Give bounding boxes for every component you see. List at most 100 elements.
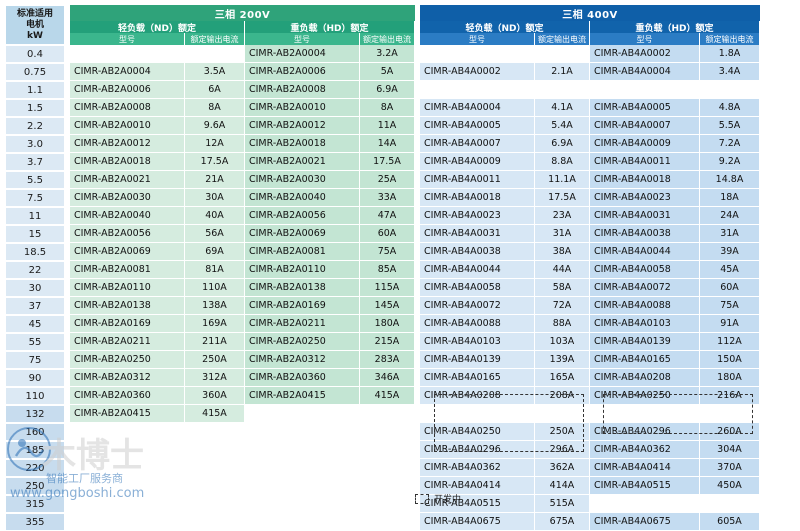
table-cell: CIMR-AB4A0296 xyxy=(420,441,535,459)
table-cell: 38A xyxy=(535,243,590,261)
voltage-group-g200: 三相 200V 轻负载（ND）额定 重负载（HD）额定 型号 额定输出电流 型号 额定输出电… xyxy=(70,5,415,531)
table-cell: 88A xyxy=(535,315,590,333)
table-cell: CIMR-AB2A0021 xyxy=(245,153,360,171)
kw-cell: 1.5 xyxy=(5,99,65,117)
table-row: CIMR-AB2A0069 69A CIMR-AB2A0081 75A xyxy=(70,243,415,261)
kw-cell: 45 xyxy=(5,315,65,333)
table-cell: 6A xyxy=(185,81,245,99)
table-cell xyxy=(245,477,360,495)
subheader-hd: 重负载（HD）额定 xyxy=(244,21,415,34)
table-row: CIMR-AB4A0011 11.1A CIMR-AB4A0018 14.8A xyxy=(420,171,760,189)
table-cell: 283A xyxy=(360,351,415,369)
table-cell xyxy=(360,423,415,441)
table-cell: 208A xyxy=(535,387,590,405)
table-row: CIMR-AB4A0023 23A CIMR-AB4A0031 24A xyxy=(420,207,760,225)
table-cell: CIMR-AB4A0088 xyxy=(590,297,700,315)
table-row: CIMR-AB2A0004 3.5A CIMR-AB2A0006 5A xyxy=(70,63,415,81)
table-cell: 21A xyxy=(185,171,245,189)
table-cell: CIMR-AB2A0021 xyxy=(70,171,185,189)
table-cell: CIMR-AB4A0058 xyxy=(590,261,700,279)
table-cell: CIMR-AB4A0675 xyxy=(590,513,700,531)
table-cell: 9.2A xyxy=(700,153,760,171)
table-cell: 25A xyxy=(360,171,415,189)
table-cell: CIMR-AB4A0004 xyxy=(420,99,535,117)
kw-cell: 0.4 xyxy=(5,45,65,63)
table-cell: 216A xyxy=(700,387,760,405)
table-row: CIMR-AB4A0031 31A CIMR-AB4A0038 31A xyxy=(420,225,760,243)
table-row: CIMR-AB2A0138 138A CIMR-AB2A0169 145A xyxy=(70,297,415,315)
table-cell: 14.8A xyxy=(700,171,760,189)
kw-header-line2: 电机 xyxy=(25,19,44,30)
table-cell: 145A xyxy=(360,297,415,315)
table-row: CIMR-AB2A0010 9.6A CIMR-AB2A0012 11A xyxy=(70,117,415,135)
table-cell: 180A xyxy=(360,315,415,333)
table-cell: 17.5A xyxy=(185,153,245,171)
table-cell: CIMR-AB4A0009 xyxy=(420,153,535,171)
table-cell: 75A xyxy=(700,297,760,315)
table-row: CIMR-AB4A0072 72A CIMR-AB4A0088 75A xyxy=(420,297,760,315)
table-cell xyxy=(245,495,360,513)
table-cell: CIMR-AB2A0250 xyxy=(245,333,360,351)
table-cell: 3.4A xyxy=(700,63,760,81)
kw-header-line1: 标准适用 xyxy=(16,8,53,19)
table-cell: 69A xyxy=(185,243,245,261)
table-cell: CIMR-AB2A0360 xyxy=(245,369,360,387)
subheader-nd: 轻负载（ND）额定 xyxy=(420,21,590,34)
table-cell xyxy=(590,405,700,423)
table-row: CIMR-AB2A0030 30A CIMR-AB2A0040 33A xyxy=(70,189,415,207)
table-cell: CIMR-AB4A0011 xyxy=(590,153,700,171)
table-cell xyxy=(590,81,700,99)
table-row: CIMR-AB2A0018 17.5A CIMR-AB2A0021 17.5A xyxy=(70,153,415,171)
table-cell xyxy=(360,441,415,459)
table-cell: CIMR-AB4A0031 xyxy=(590,207,700,225)
subheader-nd: 轻负载（ND）额定 xyxy=(70,21,245,34)
table-cell xyxy=(245,423,360,441)
table-cell: 370A xyxy=(700,459,760,477)
table-row: CIMR-AB2A0081 81A CIMR-AB2A0110 85A xyxy=(70,261,415,279)
legend: 开发中 xyxy=(415,492,461,505)
watermark-url: www.gongboshi.com xyxy=(10,486,145,501)
kw-cell: 250 xyxy=(5,477,65,495)
table-cell: CIMR-AB4A0005 xyxy=(420,117,535,135)
kw-cell: 11 xyxy=(5,207,65,225)
table-cell xyxy=(590,495,700,513)
table-cell: CIMR-AB2A0312 xyxy=(70,369,185,387)
table-row: CIMR-AB4A0296 296A CIMR-AB4A0362 304A xyxy=(420,441,760,459)
table-cell xyxy=(360,477,415,495)
table-cell: CIMR-AB2A0008 xyxy=(245,81,360,99)
table-cell: 39A xyxy=(700,243,760,261)
table-cell: 7.2A xyxy=(700,135,760,153)
table-cell: CIMR-AB2A0040 xyxy=(245,189,360,207)
table-cell: CIMR-AB2A0030 xyxy=(70,189,185,207)
table-cell: CIMR-AB4A0038 xyxy=(590,225,700,243)
table-row xyxy=(70,513,415,531)
table-row xyxy=(420,81,760,99)
kw-cell: 160 xyxy=(5,423,65,441)
table-cell xyxy=(535,405,590,423)
table-cell: 415A xyxy=(360,387,415,405)
table-cell: 138A xyxy=(185,297,245,315)
table-cell: 115A xyxy=(360,279,415,297)
table-cell: 17.5A xyxy=(360,153,415,171)
column-header: 型号 xyxy=(590,33,700,45)
table-cell: CIMR-AB2A0081 xyxy=(245,243,360,261)
table-cell: CIMR-AB2A0110 xyxy=(70,279,185,297)
table-cell: 72A xyxy=(535,297,590,315)
table-cell: CIMR-AB4A0023 xyxy=(590,189,700,207)
table-row: CIMR-AB4A0414 414A CIMR-AB4A0515 450A xyxy=(420,477,760,495)
table-cell: 675A xyxy=(535,513,590,531)
table-cell: 110A xyxy=(185,279,245,297)
table-cell: CIMR-AB2A0012 xyxy=(70,135,185,153)
table-cell: CIMR-AB4A0165 xyxy=(590,351,700,369)
table-cell xyxy=(360,513,415,531)
table-row: CIMR-AB2A0056 56A CIMR-AB2A0069 60A xyxy=(70,225,415,243)
table-cell: CIMR-AB2A0004 xyxy=(245,45,360,63)
column-header: 额定输出电流 xyxy=(700,33,760,45)
column-header: 额定输出电流 xyxy=(360,33,415,45)
table-row: CIMR-AB4A0018 17.5A CIMR-AB4A0023 18A xyxy=(420,189,760,207)
table-row: CIMR-AB4A0362 362A CIMR-AB4A0414 370A xyxy=(420,459,760,477)
table-cell: 415A xyxy=(185,405,245,423)
table-cell: CIMR-AB2A0004 xyxy=(70,63,185,81)
subheader-hd: 重负载（HD）额定 xyxy=(590,21,760,34)
table-cell: CIMR-AB4A0002 xyxy=(590,45,700,63)
